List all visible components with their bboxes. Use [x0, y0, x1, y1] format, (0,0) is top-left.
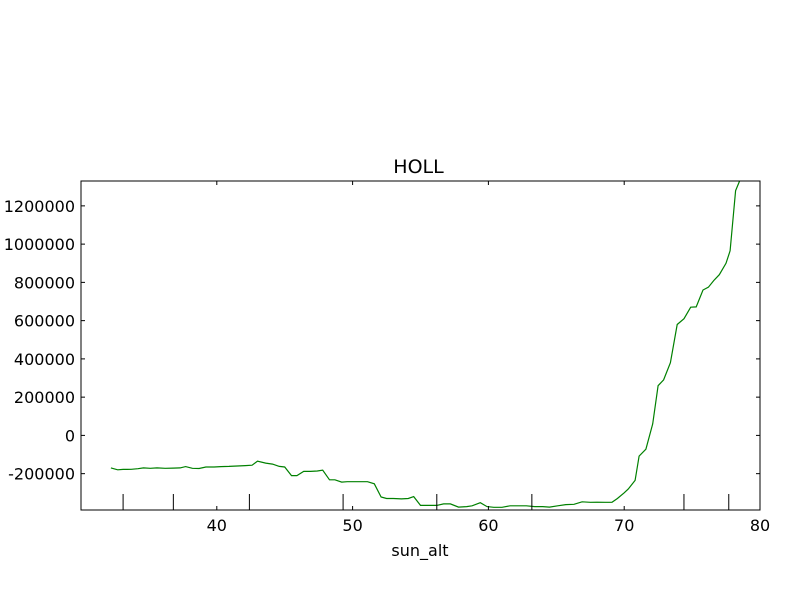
y-tick-label: 800000: [14, 273, 75, 292]
y-tick-label: 1000000: [4, 235, 75, 254]
plot-area-frame: [80, 180, 761, 511]
y-tick-label: 1200000: [4, 197, 75, 216]
x-tick-label: 80: [750, 516, 770, 535]
y-tick-label: 600000: [14, 312, 75, 331]
x-tick-label: 60: [478, 516, 498, 535]
y-tick-label: 200000: [14, 388, 75, 407]
x-axis: 40 50 60 70 80: [207, 181, 770, 535]
series-line-0: [110, 181, 741, 508]
x-tick-label: 50: [342, 516, 362, 535]
event-marker-layer: [122, 494, 730, 510]
y-tick-label: 0: [65, 426, 75, 445]
y-tick-label: -200000: [8, 465, 75, 484]
x-tick-label: 70: [614, 516, 634, 535]
chart-title: HOLL: [393, 156, 444, 178]
series-layer: [110, 181, 741, 508]
x-tick-label: 40: [207, 516, 227, 535]
y-axis: -200000 0 200000 400000 600000 800000 1000000 1…: [4, 197, 760, 484]
y-tick-label: 400000: [14, 350, 75, 369]
x-axis-label: sun_alt: [391, 541, 448, 561]
